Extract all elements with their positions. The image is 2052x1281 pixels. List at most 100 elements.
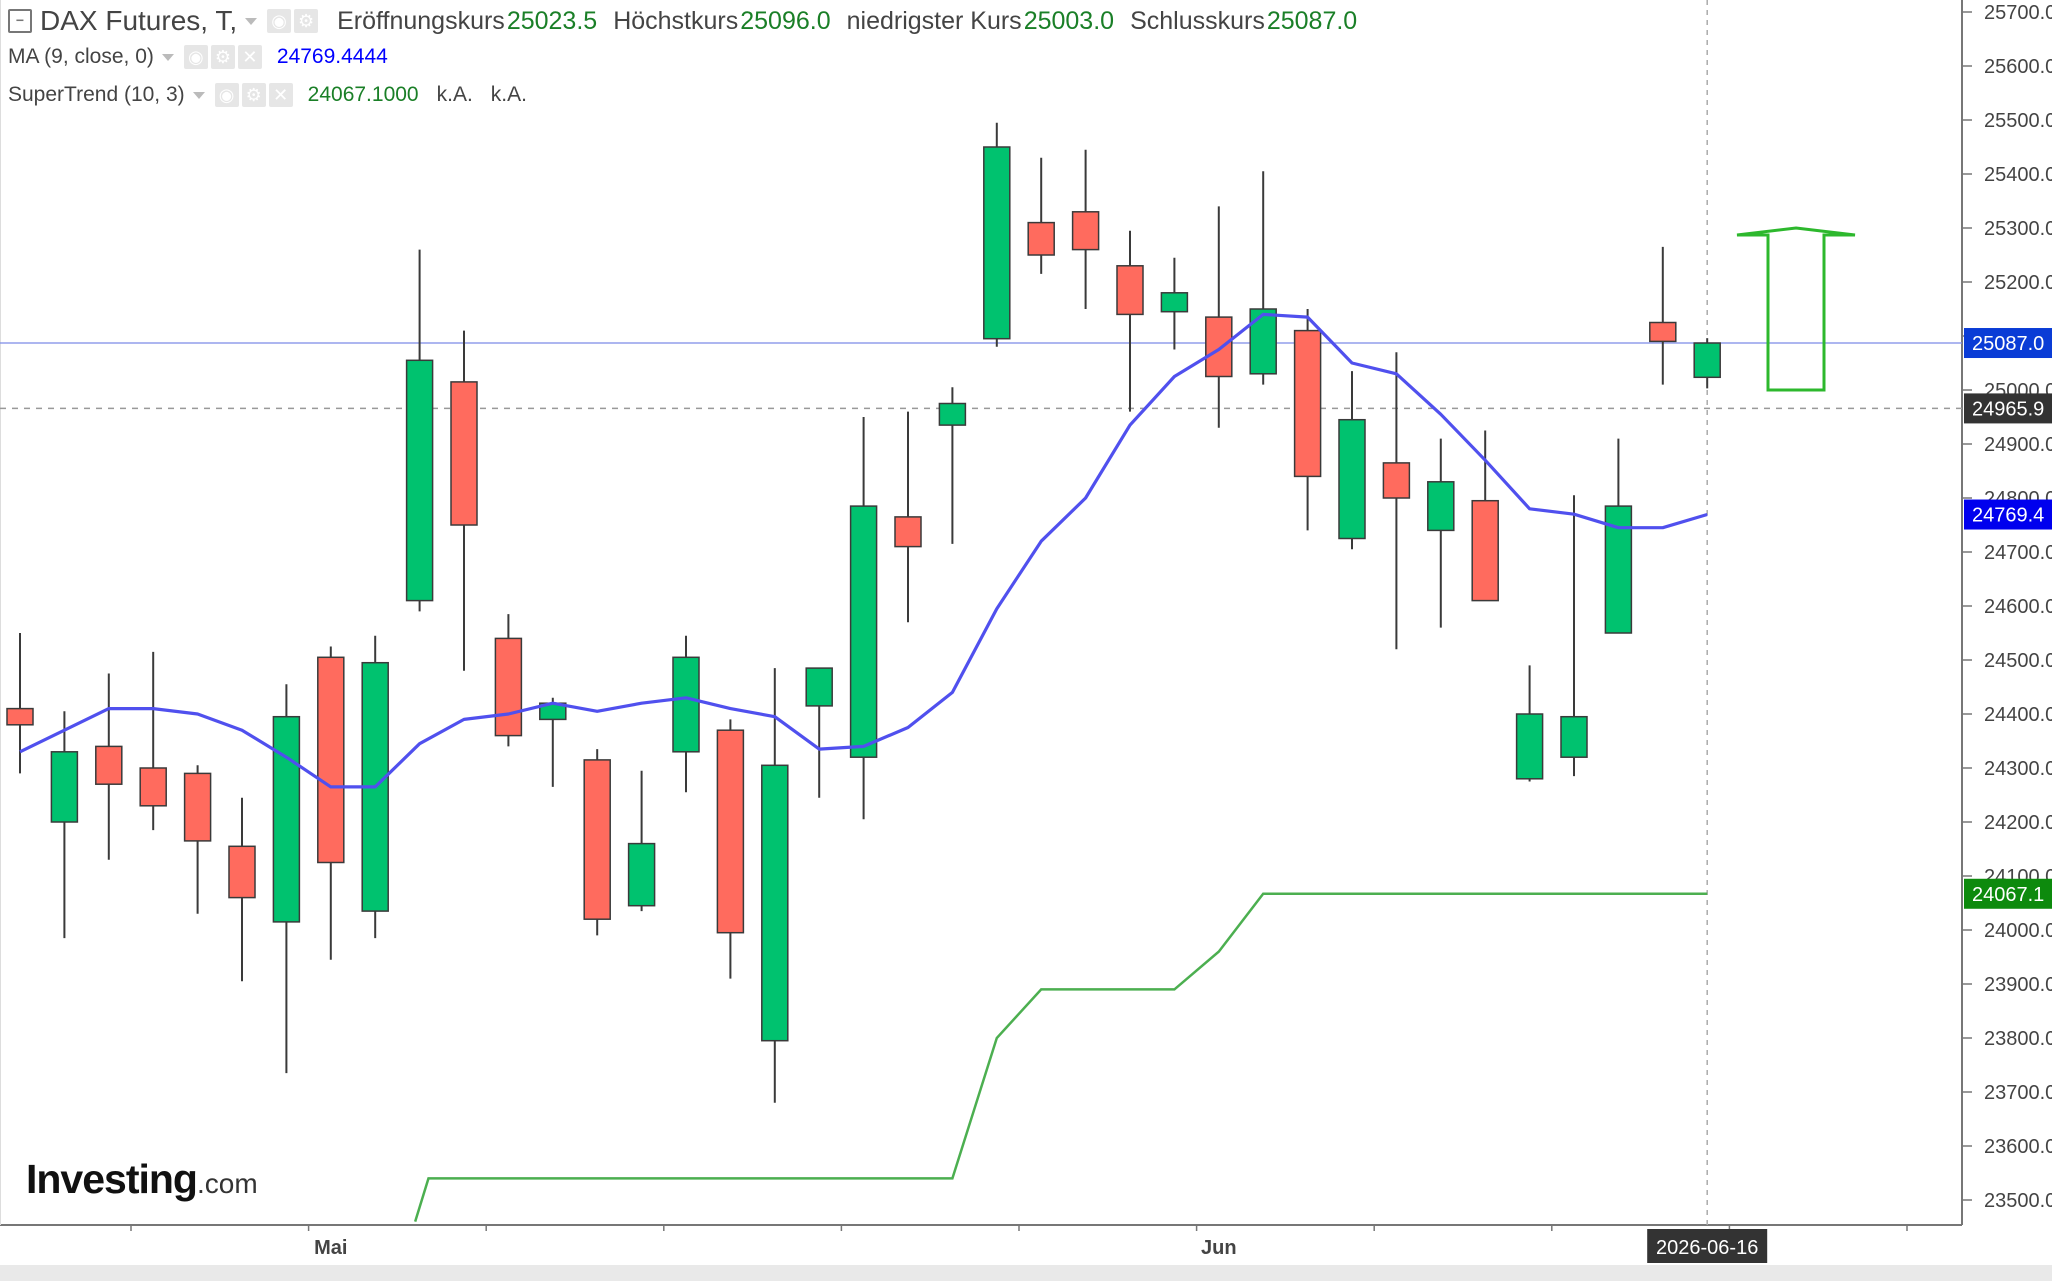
- supertrend-na-1: k.A.: [436, 83, 473, 106]
- ma-label[interactable]: MA (9, close, 0): [8, 45, 154, 68]
- price-badge-label: 24067.1: [1972, 884, 2044, 906]
- y-tick-label: 24700.0: [1984, 542, 2052, 564]
- y-tick-label: 25200.0: [1984, 272, 2052, 294]
- eye-icon[interactable]: ◉: [183, 45, 208, 69]
- candle-down: [1027, 221, 1055, 256]
- arrow-up-annotation: [1736, 226, 1856, 392]
- y-tick-label: 23600.0: [1984, 1136, 2052, 1158]
- x-axis-label: Jun: [1201, 1237, 1237, 1259]
- logo-brand: Investing: [26, 1156, 198, 1202]
- ma-value: 24769.4444: [276, 45, 388, 68]
- candle-down: [183, 772, 212, 842]
- y-tick-label: 24200.0: [1984, 812, 2052, 834]
- y-tick-label: 25500.0: [1984, 110, 2052, 132]
- y-tick-label: 23800.0: [1984, 1028, 2052, 1050]
- eye-icon[interactable]: ◉: [214, 83, 239, 107]
- eye-icon[interactable]: ◉: [267, 9, 292, 33]
- legend-supertrend-row: SuperTrend (10, 3) ◉ ⚙ ✕ 24067.1000 k.A.…: [8, 82, 527, 108]
- y-tick-label: 24000.0: [1984, 920, 2052, 942]
- collapse-icon[interactable]: −: [8, 9, 32, 33]
- date-badge-label: 2026-06-16: [1656, 1237, 1758, 1259]
- candle-up: [1160, 292, 1189, 313]
- close-icon[interactable]: ✕: [237, 45, 262, 69]
- candle-down: [1471, 499, 1499, 602]
- candle-up: [805, 667, 833, 707]
- y-tick-label: 24600.0: [1984, 596, 2052, 618]
- candle-down: [494, 637, 523, 737]
- x-axis-label: Mai: [314, 1237, 347, 1259]
- candle-up: [1515, 713, 1544, 780]
- ohlc-label: Eröffnungskurs: [337, 6, 505, 35]
- ohlc-value: 25096.0: [740, 6, 831, 35]
- candle-up: [849, 505, 878, 758]
- legend-ma-row: MA (9, close, 0) ◉ ⚙ ✕ 24769.4444: [8, 44, 388, 70]
- candle-up: [272, 715, 301, 923]
- chevron-down-icon[interactable]: [192, 91, 205, 99]
- price-badge-label: 25087.0: [1972, 333, 2044, 355]
- candle-up: [672, 656, 700, 753]
- candle-down: [1293, 329, 1322, 478]
- candle-up: [761, 764, 789, 1042]
- y-tick-label: 25600.0: [1984, 56, 2052, 78]
- candle-down: [1116, 265, 1144, 316]
- supertrend-na-2: k.A.: [490, 83, 527, 106]
- supertrend-line: [413, 892, 1708, 1222]
- y-tick-label: 23700.0: [1984, 1082, 2052, 1104]
- close-icon[interactable]: ✕: [268, 83, 293, 107]
- candle-down: [6, 707, 34, 726]
- candle-down: [228, 845, 256, 899]
- ohlc-label: Schlusskurs: [1130, 6, 1265, 35]
- chevron-down-icon[interactable]: [245, 17, 258, 25]
- gear-icon[interactable]: ⚙: [294, 9, 319, 33]
- y-tick-label: 24300.0: [1984, 758, 2052, 780]
- candle-down: [450, 381, 478, 526]
- price-badge-ma: [1964, 499, 2052, 530]
- y-tick-label: 24400.0: [1984, 704, 2052, 726]
- y-tick-label: 25700.0: [1984, 2, 2052, 24]
- plot-area: [0, 0, 1962, 1225]
- gear-icon[interactable]: ⚙: [210, 45, 235, 69]
- y-tick-label: 25400.0: [1984, 164, 2052, 186]
- ohlc-value: 25023.5: [506, 6, 598, 35]
- logo-suffix: .com: [196, 1168, 258, 1199]
- candle-up: [1338, 418, 1366, 540]
- candle-up: [627, 842, 656, 907]
- candle-up: [50, 751, 79, 823]
- y-tick-label: 25300.0: [1984, 218, 2052, 240]
- candle-up: [983, 146, 1011, 340]
- price-badge-last_price: [1964, 328, 2052, 359]
- candle-down: [139, 767, 167, 807]
- candle-down: [317, 656, 345, 864]
- ohlc-values: Eröffnungskurs 25023.5 Höchstkurs 25096.0 ni…: [321, 7, 1357, 36]
- candle-down: [583, 759, 611, 920]
- price-badge-crosshair: [1964, 393, 2052, 424]
- candle-down: [1649, 321, 1677, 343]
- price-badge-supertrend: [1964, 878, 2052, 909]
- candle-down: [716, 729, 745, 934]
- ohlc-value: 25003.0: [1023, 6, 1115, 35]
- moving-average-line: [19, 312, 1708, 789]
- candle-up: [1560, 715, 1588, 758]
- candle-down: [95, 745, 123, 785]
- candle-down: [1382, 462, 1411, 499]
- scrollbar-track: [0, 1265, 2052, 1281]
- price-badge-label: 24965.9: [1972, 398, 2044, 420]
- candle-up: [405, 359, 434, 602]
- candle-up: [1427, 481, 1455, 532]
- ohlc-value: 25087.0: [1266, 6, 1358, 35]
- chevron-down-icon[interactable]: [161, 53, 174, 61]
- candle-down: [1205, 316, 1233, 378]
- date-badge: [1647, 1229, 1768, 1263]
- legend-main-row: − DAX Futures, T, ◉ ⚙ Eröffnungskurs 2502…: [8, 4, 1357, 38]
- ohlc-label: niedrigster Kurs: [846, 6, 1022, 35]
- supertrend-value: 24067.1000: [307, 83, 419, 106]
- ohlc-label: Höchstkurs: [613, 6, 739, 35]
- supertrend-label[interactable]: SuperTrend (10, 3): [8, 83, 185, 106]
- symbol-name[interactable]: DAX Futures, T,: [40, 5, 238, 36]
- price-badge-label: 24769.4: [1972, 505, 2044, 527]
- gear-icon[interactable]: ⚙: [241, 83, 266, 107]
- y-tick-label: 24500.0: [1984, 650, 2052, 672]
- candle-down: [1071, 211, 1100, 251]
- candle-up: [938, 402, 967, 426]
